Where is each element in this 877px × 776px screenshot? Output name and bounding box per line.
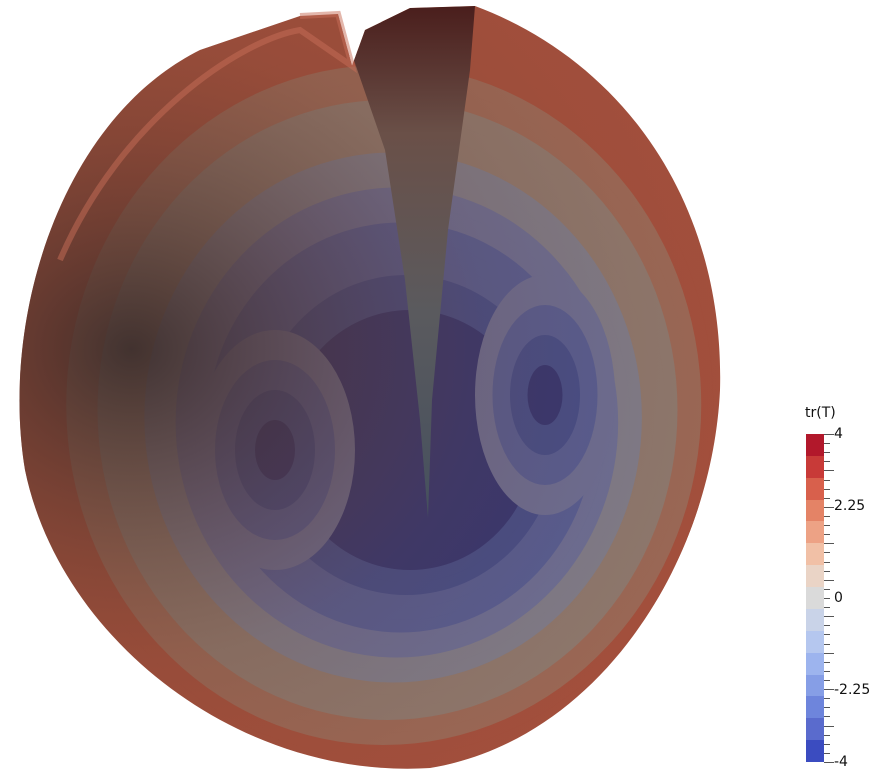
colorbar-tick bbox=[824, 434, 834, 435]
colorbar-tick bbox=[824, 479, 830, 481]
colorbar-label: 2.25 bbox=[834, 497, 866, 514]
colorbar-swatch bbox=[806, 565, 824, 588]
colorbar-tick bbox=[824, 643, 830, 645]
colorbar-tick bbox=[824, 588, 830, 590]
cut-wedge bbox=[338, 6, 475, 518]
colorbar-tick bbox=[824, 497, 830, 499]
colorbar-tick bbox=[824, 689, 834, 691]
colorbar-tick bbox=[824, 579, 834, 581]
colorbar-swatch bbox=[806, 740, 824, 763]
colorbar-swatch bbox=[806, 521, 824, 544]
colorbar-label: -4 bbox=[834, 754, 848, 770]
colorbar-swatch bbox=[806, 434, 824, 456]
colorbar-swatch bbox=[806, 455, 824, 478]
colorbar-swatch bbox=[806, 477, 824, 500]
colorbar-tick bbox=[824, 452, 830, 454]
colorbar-swatch bbox=[806, 608, 824, 631]
colorbar-tick bbox=[824, 525, 830, 527]
colorbar-tick bbox=[824, 488, 830, 490]
colorbar-tick bbox=[824, 625, 830, 627]
colorbar-label: 4 bbox=[834, 426, 843, 442]
colorbar-tick bbox=[824, 506, 834, 508]
colorbar-tick bbox=[824, 598, 830, 599]
colorbar-ticks bbox=[824, 434, 838, 763]
colorbar-tick bbox=[824, 725, 834, 727]
colorbar-tick bbox=[824, 680, 830, 681]
colorbar-swatch bbox=[806, 696, 824, 719]
colorbar-tick bbox=[824, 443, 830, 445]
colorbar-tick bbox=[824, 543, 834, 545]
colorbar-tick bbox=[824, 607, 830, 609]
colorbar-tick bbox=[824, 707, 830, 709]
colorbar-swatch bbox=[806, 674, 824, 697]
colorbar-tick bbox=[824, 734, 830, 736]
colorbar-swatch bbox=[806, 543, 824, 566]
colorbar-swatch bbox=[806, 630, 824, 653]
colorbar-tick bbox=[824, 634, 830, 636]
colorbar-tick bbox=[824, 561, 830, 563]
colorbar-tick bbox=[824, 752, 830, 754]
colorbar-swatch bbox=[806, 499, 824, 522]
colorbar-title: tr(T) bbox=[805, 405, 836, 421]
colorbar-tick bbox=[824, 716, 830, 718]
colorbar-tick bbox=[824, 461, 830, 463]
colorbar-label: -2.25 bbox=[834, 682, 871, 699]
colorbar-tick bbox=[824, 552, 830, 554]
colorbar-tick bbox=[824, 670, 830, 672]
colorbar-tick bbox=[824, 698, 830, 700]
colorbar-tick bbox=[824, 570, 830, 572]
colorbar-tick bbox=[824, 534, 830, 536]
colorbar-tick bbox=[824, 470, 834, 472]
colorbar-tick bbox=[824, 616, 834, 618]
colorbar-tick bbox=[824, 661, 830, 663]
colorbar-tick bbox=[824, 762, 834, 763]
colorbar-swatch bbox=[806, 718, 824, 741]
colorbar-tick bbox=[824, 516, 830, 517]
outer-rim-highlight bbox=[57, 10, 358, 262]
colorbar bbox=[806, 434, 824, 763]
colorbar-swatch bbox=[806, 652, 824, 675]
colorbar-swatch bbox=[806, 587, 824, 610]
colorbar-tick bbox=[824, 652, 834, 654]
colorbar-label: 0 bbox=[834, 590, 843, 606]
colorbar-tick bbox=[824, 743, 830, 745]
